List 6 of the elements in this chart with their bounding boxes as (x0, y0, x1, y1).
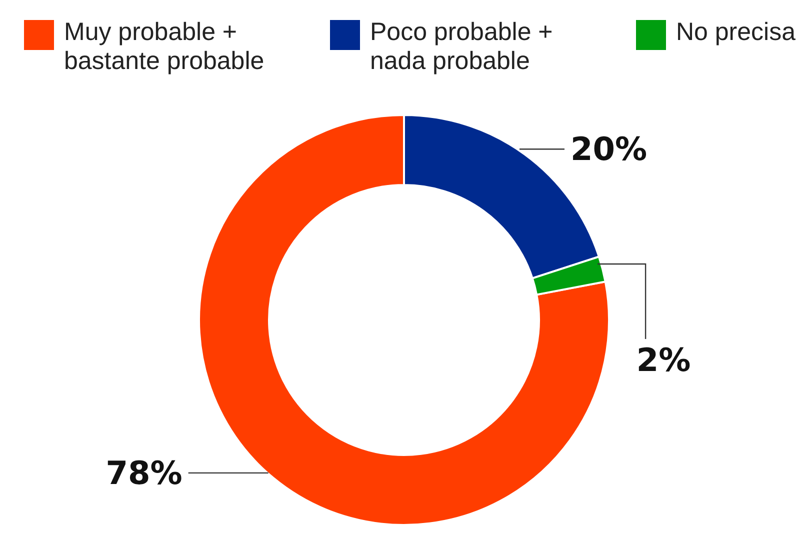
legend-label: Muy probable + bastante probable (64, 18, 266, 76)
data-label: 2% (636, 341, 691, 380)
data-label: 78% (106, 454, 182, 492)
legend-label: Poco probable + nada probable (370, 18, 554, 76)
legend-label: No precisa (676, 18, 796, 47)
data-label: 20% (570, 130, 648, 168)
